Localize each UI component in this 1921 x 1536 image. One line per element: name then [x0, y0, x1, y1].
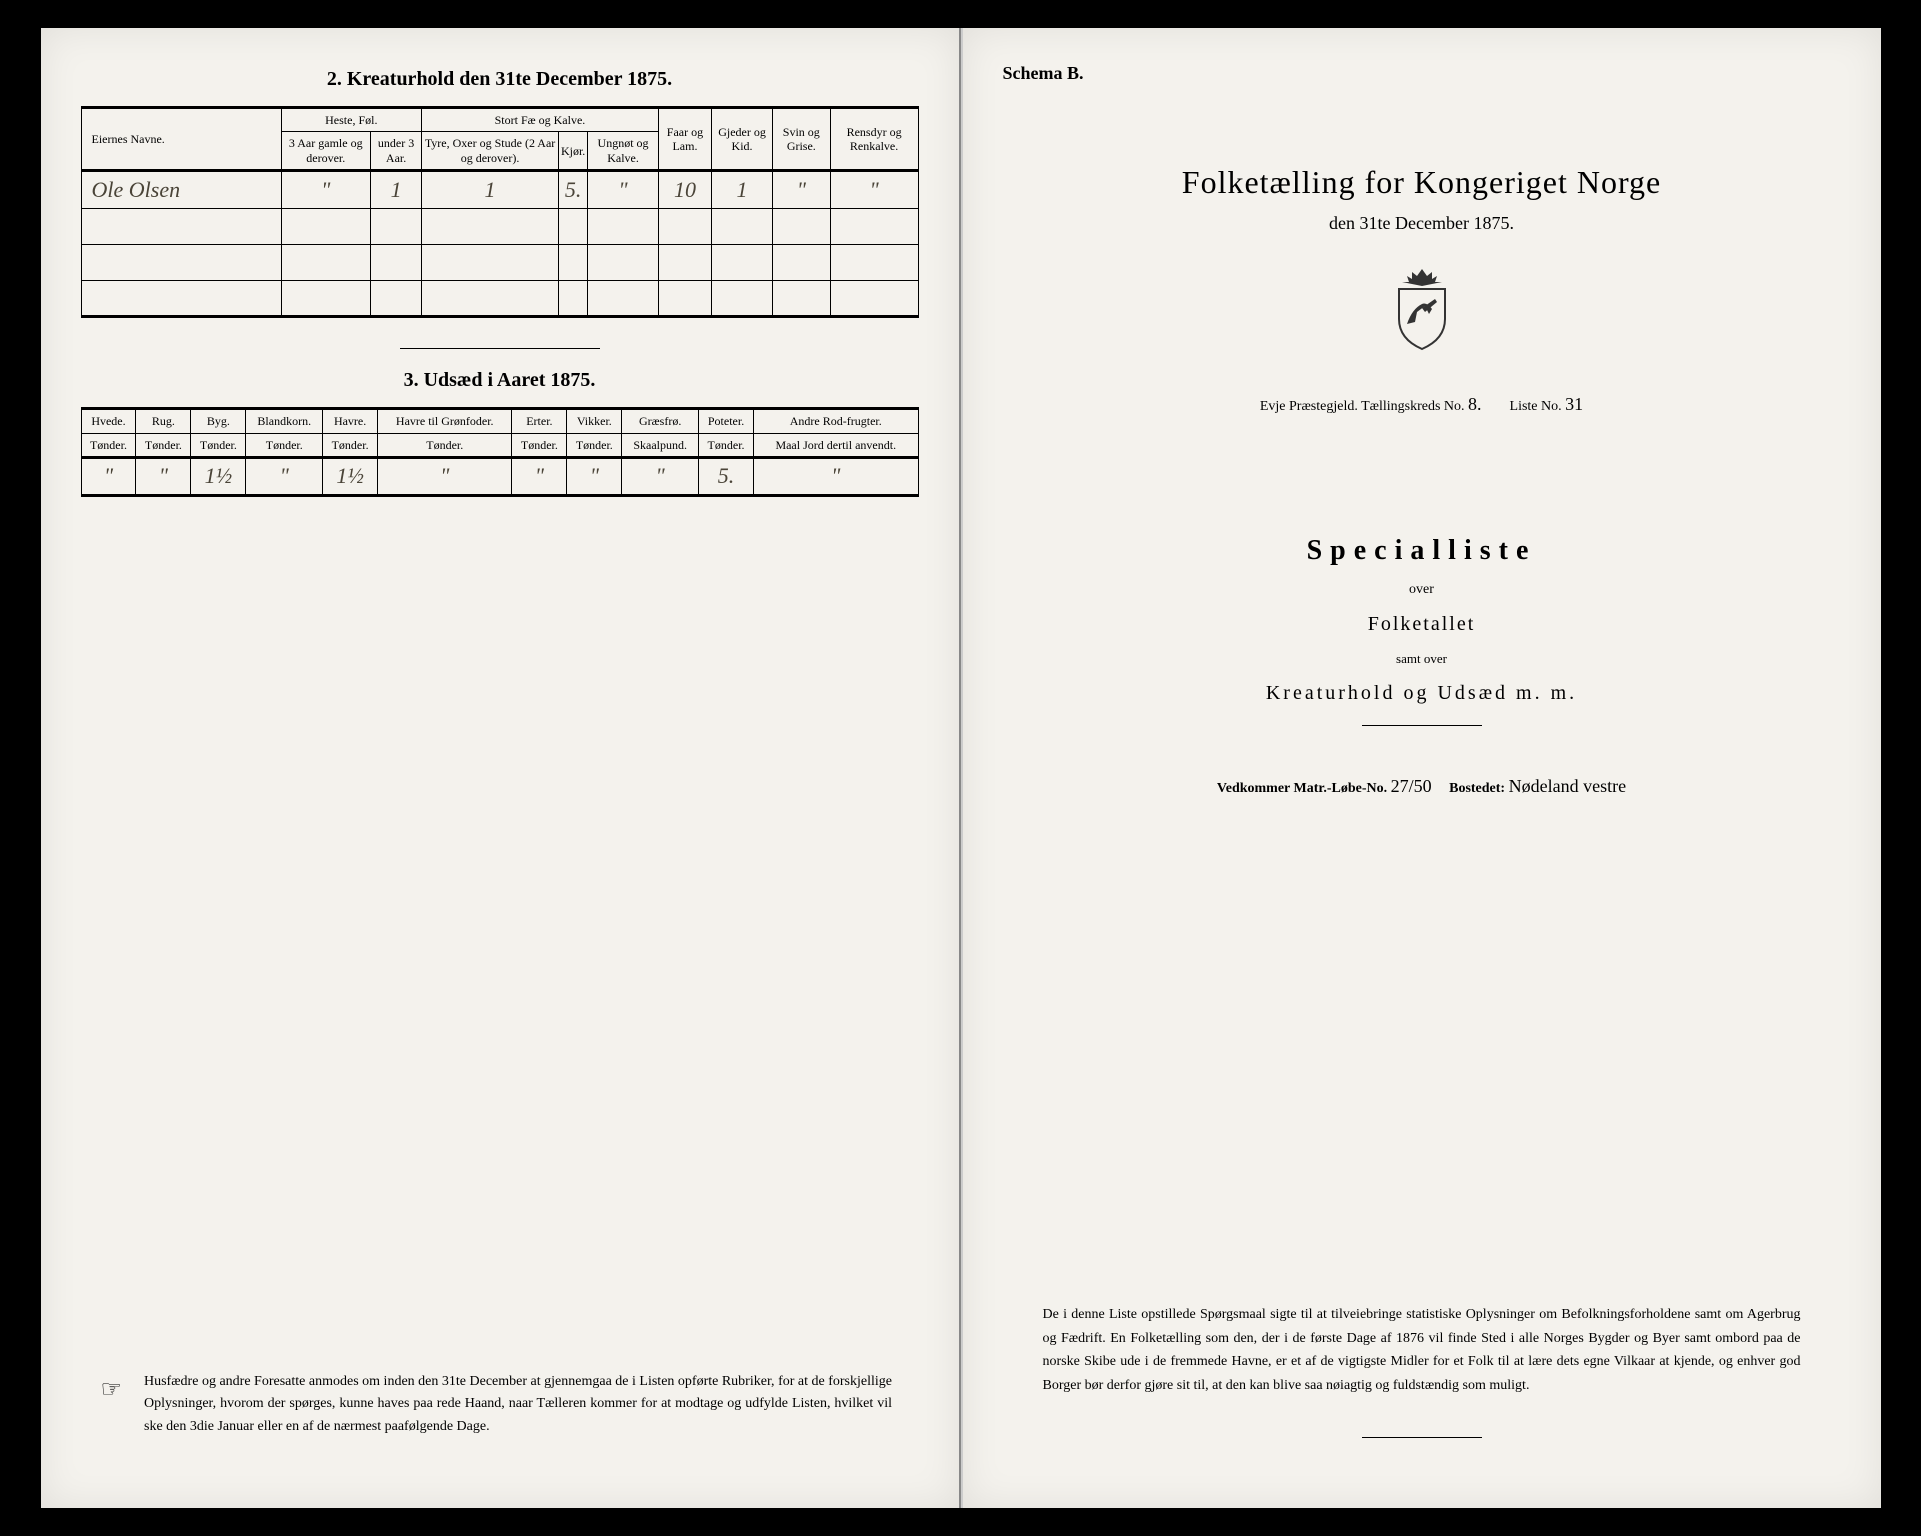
col-horses: Heste, Føl. [281, 108, 422, 132]
col-horse-a: 3 Aar gamle og derover. [281, 132, 371, 171]
col-oats: Havre. [323, 409, 378, 433]
col-barley: Byg. [191, 409, 246, 433]
cell: " [378, 457, 512, 495]
schema-label: Schema B. [1003, 63, 1841, 84]
unit: Tønder. [567, 433, 622, 457]
cell: 10 [658, 171, 711, 209]
cell: " [136, 457, 191, 495]
col-grassseed: Græsfrø. [622, 409, 699, 433]
unit: Tønder. [246, 433, 323, 457]
col-rye: Rug. [136, 409, 191, 433]
col-goats: Gjeder og Kid. [712, 108, 773, 171]
matr-label: Vedkommer Matr.-Løbe-No. [1217, 781, 1387, 796]
right-page: Schema B. Folketælling for Kongeriget No… [961, 28, 1881, 1508]
unit: Maal Jord dertil anvendt. [754, 433, 918, 457]
divider [400, 348, 600, 349]
cell: " [772, 171, 830, 209]
col-cattle-a: Tyre, Oxer og Stude (2 Aar og derover). [422, 132, 559, 171]
cell: " [512, 457, 567, 495]
specialliste-title: Specialliste [1003, 535, 1841, 567]
section3-title: 3. Udsæd i Aaret 1875. [81, 369, 919, 392]
liste-label: Liste No. [1510, 399, 1562, 414]
pointer-icon: ☞ [101, 1371, 141, 1409]
section2-title: 2. Kreaturhold den 31te December 1875. [81, 68, 919, 91]
cell-owner: Ole Olsen [81, 171, 281, 209]
unit: Tønder. [136, 433, 191, 457]
bosted-val: Nødeland vestre [1509, 776, 1626, 796]
over-label: over [1003, 582, 1841, 598]
right-footnote: De i denne Liste opstillede Spørgsmaal s… [1043, 1303, 1801, 1398]
table-row [81, 281, 918, 317]
kreatur-label: Kreaturhold og Udsæd m. m. [1003, 682, 1841, 705]
census-subtitle: den 31te December 1875. [1003, 213, 1841, 234]
col-potatoes: Poteter. [699, 409, 754, 433]
cell: " [281, 171, 371, 209]
col-cattle-c: Ungnøt og Kalve. [588, 132, 658, 171]
col-vetch: Vikker. [567, 409, 622, 433]
col-mixedgrain: Blandkorn. [246, 409, 323, 433]
col-sheep: Faar og Lam. [658, 108, 711, 171]
col-owner: Eiernes Navne. [81, 108, 281, 171]
book-spread: 2. Kreaturhold den 31te December 1875. E… [41, 28, 1881, 1508]
folketallet-label: Folketallet [1003, 613, 1841, 636]
col-pigs: Svin og Grise. [772, 108, 830, 171]
divider [1362, 725, 1482, 726]
col-cattle-b: Kjør. [558, 132, 587, 171]
unit: Tønder. [699, 433, 754, 457]
col-reindeer: Rensdyr og Renkalve. [830, 108, 918, 171]
unit: Tønder. [191, 433, 246, 457]
cell: 1 [371, 171, 422, 209]
cell: 1½ [191, 457, 246, 495]
coat-of-arms-icon [1003, 264, 1841, 359]
left-page: 2. Kreaturhold den 31te December 1875. E… [41, 28, 961, 1508]
matr-val: 27/50 [1391, 776, 1432, 796]
cell: " [622, 457, 699, 495]
census-title: Folketælling for Kongeriget Norge [1003, 164, 1841, 201]
parish-prefix: Evje Præstegjeld. Tællingskreds No. [1260, 399, 1465, 414]
parish-line: Evje Præstegjeld. Tællingskreds No. 8. L… [1003, 394, 1841, 415]
col-peas: Erter. [512, 409, 567, 433]
col-otherroot: Andre Rod-frugter. [754, 409, 918, 433]
bosted-label: Bostedet: [1449, 781, 1505, 796]
left-footnote: ☞ Husfædre og andre Foresatte anmodes om… [101, 1371, 899, 1438]
divider [1362, 1437, 1482, 1438]
unit: Tønder. [378, 433, 512, 457]
col-cattle: Stort Fæ og Kalve. [422, 108, 659, 132]
table-row: Ole Olsen " 1 1 5. " 10 1 " " [81, 171, 918, 209]
cell: " [81, 457, 136, 495]
col-greenoats: Havre til Grønfoder. [378, 409, 512, 433]
livestock-table: Eiernes Navne. Heste, Føl. Stort Fæ og K… [81, 106, 919, 318]
cell: " [830, 171, 918, 209]
cell: 1 [712, 171, 773, 209]
table-row [81, 245, 918, 281]
col-wheat: Hvede. [81, 409, 136, 433]
liste-no: 31 [1565, 394, 1583, 414]
cell: 5. [699, 457, 754, 495]
col-horse-b: under 3 Aar. [371, 132, 422, 171]
table-row: " " 1½ " 1½ " " " " 5. " [81, 457, 918, 495]
cell: " [567, 457, 622, 495]
cell: " [246, 457, 323, 495]
cell: 1 [422, 171, 559, 209]
unit: Tønder. [81, 433, 136, 457]
cell: 5. [558, 171, 587, 209]
unit: Tønder. [512, 433, 567, 457]
cell: " [588, 171, 658, 209]
unit: Skaalpund. [622, 433, 699, 457]
table-row [81, 209, 918, 245]
unit: Tønder. [323, 433, 378, 457]
cell: 1½ [323, 457, 378, 495]
cell: " [754, 457, 918, 495]
samtover-label: samt over [1003, 651, 1841, 667]
kreds-no: 8. [1468, 394, 1482, 414]
seed-table: Hvede. Rug. Byg. Blandkorn. Havre. Havre… [81, 407, 919, 497]
matr-line: Vedkommer Matr.-Løbe-No. 27/50 Bostedet:… [1003, 776, 1841, 797]
footnote-text: Husfædre og andre Foresatte anmodes om i… [144, 1371, 892, 1438]
